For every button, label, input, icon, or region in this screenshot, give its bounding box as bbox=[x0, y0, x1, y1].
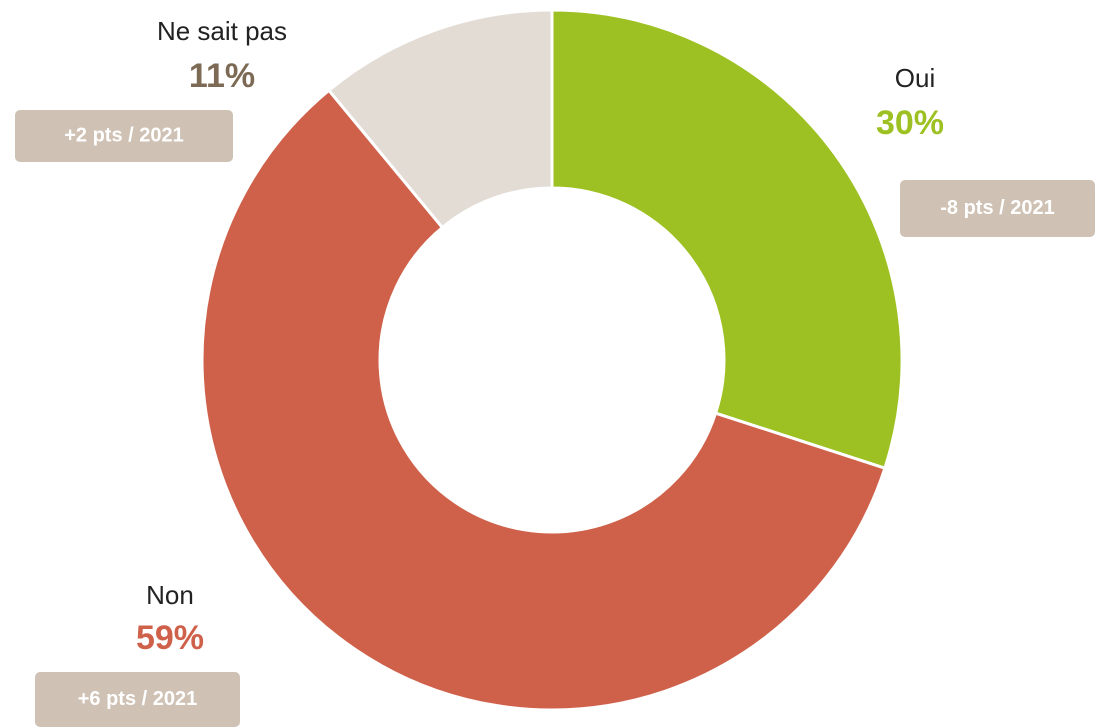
category-label: Non bbox=[146, 580, 194, 610]
donut-segment bbox=[200, 88, 887, 712]
category-label: Oui bbox=[895, 63, 935, 93]
annotation: -8 pts / 2021 bbox=[940, 197, 1055, 219]
annotation: +2 pts / 2021 bbox=[64, 124, 184, 146]
annotation-box bbox=[900, 180, 1095, 237]
category-label: Ne sait pas bbox=[157, 16, 287, 46]
value-label: 59% bbox=[136, 619, 204, 657]
donut-segment bbox=[326, 8, 554, 230]
value-label: 11% bbox=[189, 57, 255, 95]
annotation-box bbox=[15, 110, 233, 162]
value-label: 30% bbox=[876, 104, 944, 142]
donut-segment bbox=[550, 8, 904, 471]
annotation: +6 pts / 2021 bbox=[78, 688, 198, 710]
annotation-box bbox=[35, 672, 240, 727]
